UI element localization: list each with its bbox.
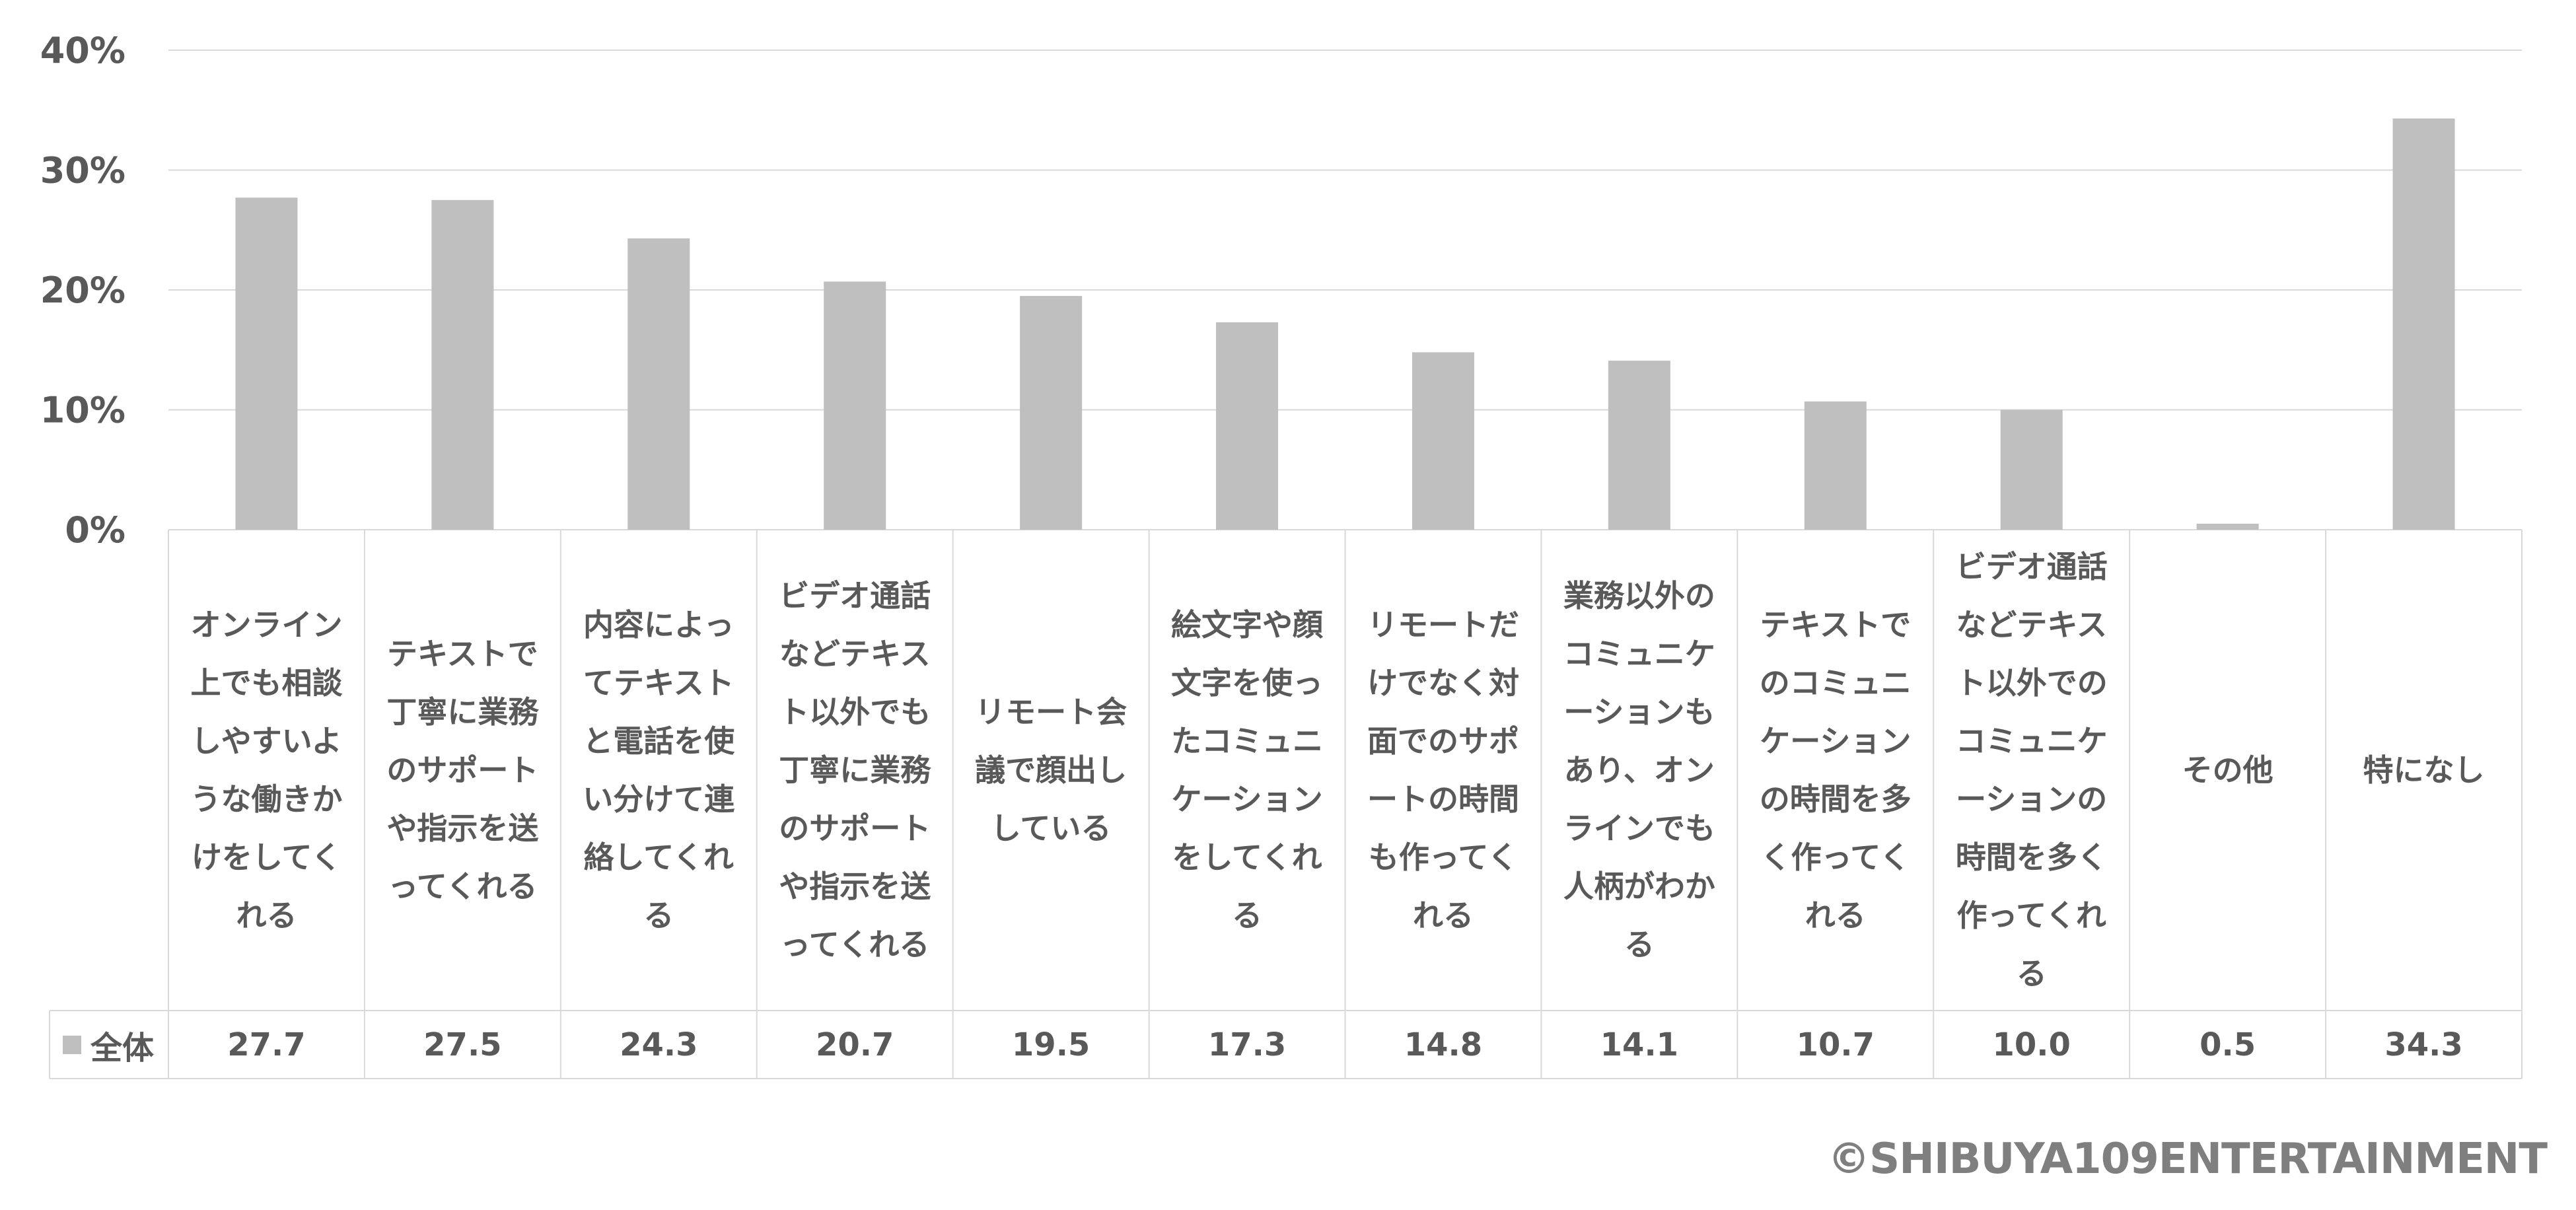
- value-label: 27.5: [423, 1026, 502, 1063]
- category-label-text: 特になし: [2363, 752, 2485, 788]
- value-label: 27.7: [227, 1026, 306, 1063]
- value-label: 19.5: [1011, 1026, 1091, 1063]
- value-label: 24.3: [620, 1026, 698, 1063]
- bar: [235, 197, 298, 530]
- category-label: 絵文字や顔文字を使ったコミュニケーションをしてくれる: [1149, 530, 1345, 1011]
- value-label: 10.7: [1796, 1026, 1875, 1063]
- category-label-text: オンライン上でも相談しやすいような働きかけをしてくれる: [190, 607, 343, 933]
- value-label: 17.3: [1207, 1026, 1287, 1063]
- category-label: リモート会議で顔出ししている: [953, 530, 1149, 1011]
- value-label: 0.5: [2200, 1026, 2256, 1063]
- category-label-text: 業務以外のコミュニケーションもあり、オンラインでも人柄がわかる: [1563, 578, 1715, 962]
- legend-label: 全体: [90, 1029, 155, 1067]
- bar: [1020, 296, 1083, 530]
- category-label: 業務以外のコミュニケーションもあり、オンラインでも人柄がわかる: [1541, 530, 1737, 1011]
- category-label-text: ビデオ通話などテキスト以外でも丁寧に業務のサポートや指示を送ってくれる: [779, 578, 931, 962]
- category-label: オンライン上でも相談しやすいような働きかけをしてくれる: [168, 530, 365, 1011]
- bar: [2196, 523, 2259, 530]
- category-label: その他: [2129, 530, 2326, 1011]
- bar: [1216, 322, 1279, 530]
- category-label: テキストでのコミュニケーションの時間を多く作ってくれる: [1737, 530, 1933, 1011]
- category-label: テキストで丁寧に業務のサポートや指示を送ってくれる: [365, 530, 561, 1011]
- bar: [1608, 361, 1670, 530]
- category-label-text: その他: [2182, 752, 2273, 788]
- value-label: 14.1: [1600, 1026, 1679, 1063]
- category-label: リモートだけでなく対面でのサポートの時間も作ってくれる: [1345, 530, 1542, 1011]
- category-label-text: ビデオ通話などテキスト以外でのコミュニケーションの時間を多く作ってくれる: [1955, 549, 2108, 991]
- value-label: 10.0: [1992, 1026, 2071, 1063]
- bar: [431, 199, 494, 530]
- y-tick-label: 40%: [40, 30, 125, 71]
- y-tick-label: 0%: [65, 509, 125, 551]
- category-label-text: リモートだけでなく対面でのサポートの時間も作ってくれる: [1367, 607, 1519, 933]
- category-label-text: 内容によってテキストと電話を使い分けて連絡してくれる: [583, 607, 735, 933]
- legend-key: [63, 1035, 81, 1054]
- y-tick-label: 10%: [40, 390, 125, 431]
- bar: [627, 238, 690, 530]
- bar: [1412, 352, 1474, 530]
- category-label: ビデオ通話などテキスト以外でのコミュニケーションの時間を多く作ってくれる: [1933, 530, 2129, 1011]
- copyright: ©SHIBUYA109ENTERTAINMENT: [1828, 1135, 2548, 1184]
- y-tick-label: 20%: [40, 269, 125, 311]
- category-label: 内容によってテキストと電話を使い分けて連絡してくれる: [561, 530, 757, 1011]
- bar: [2000, 409, 2063, 530]
- y-tick-label: 30%: [40, 150, 125, 192]
- bar: [1804, 401, 1867, 530]
- category-label-text: テキストでのコミュニケーションの時間を多く作ってくれる: [1759, 607, 1912, 933]
- category-label: 特になし: [2326, 530, 2522, 1011]
- category-label-text: 絵文字や顔文字を使ったコミュニケーションをしてくれる: [1171, 607, 1324, 933]
- category-label-text: テキストで丁寧に業務のサポートや指示を送ってくれる: [386, 636, 539, 904]
- legend-series: 全体: [50, 1011, 168, 1079]
- value-label: 14.8: [1404, 1026, 1483, 1063]
- value-label: 20.7: [815, 1026, 894, 1063]
- category-label-text: リモート会議で顔出ししている: [975, 694, 1127, 846]
- bar: [2392, 118, 2455, 530]
- value-label: 34.3: [2384, 1026, 2463, 1063]
- category-label: ビデオ通話などテキスト以外でも丁寧に業務のサポートや指示を送ってくれる: [757, 530, 953, 1011]
- bar: [824, 281, 886, 530]
